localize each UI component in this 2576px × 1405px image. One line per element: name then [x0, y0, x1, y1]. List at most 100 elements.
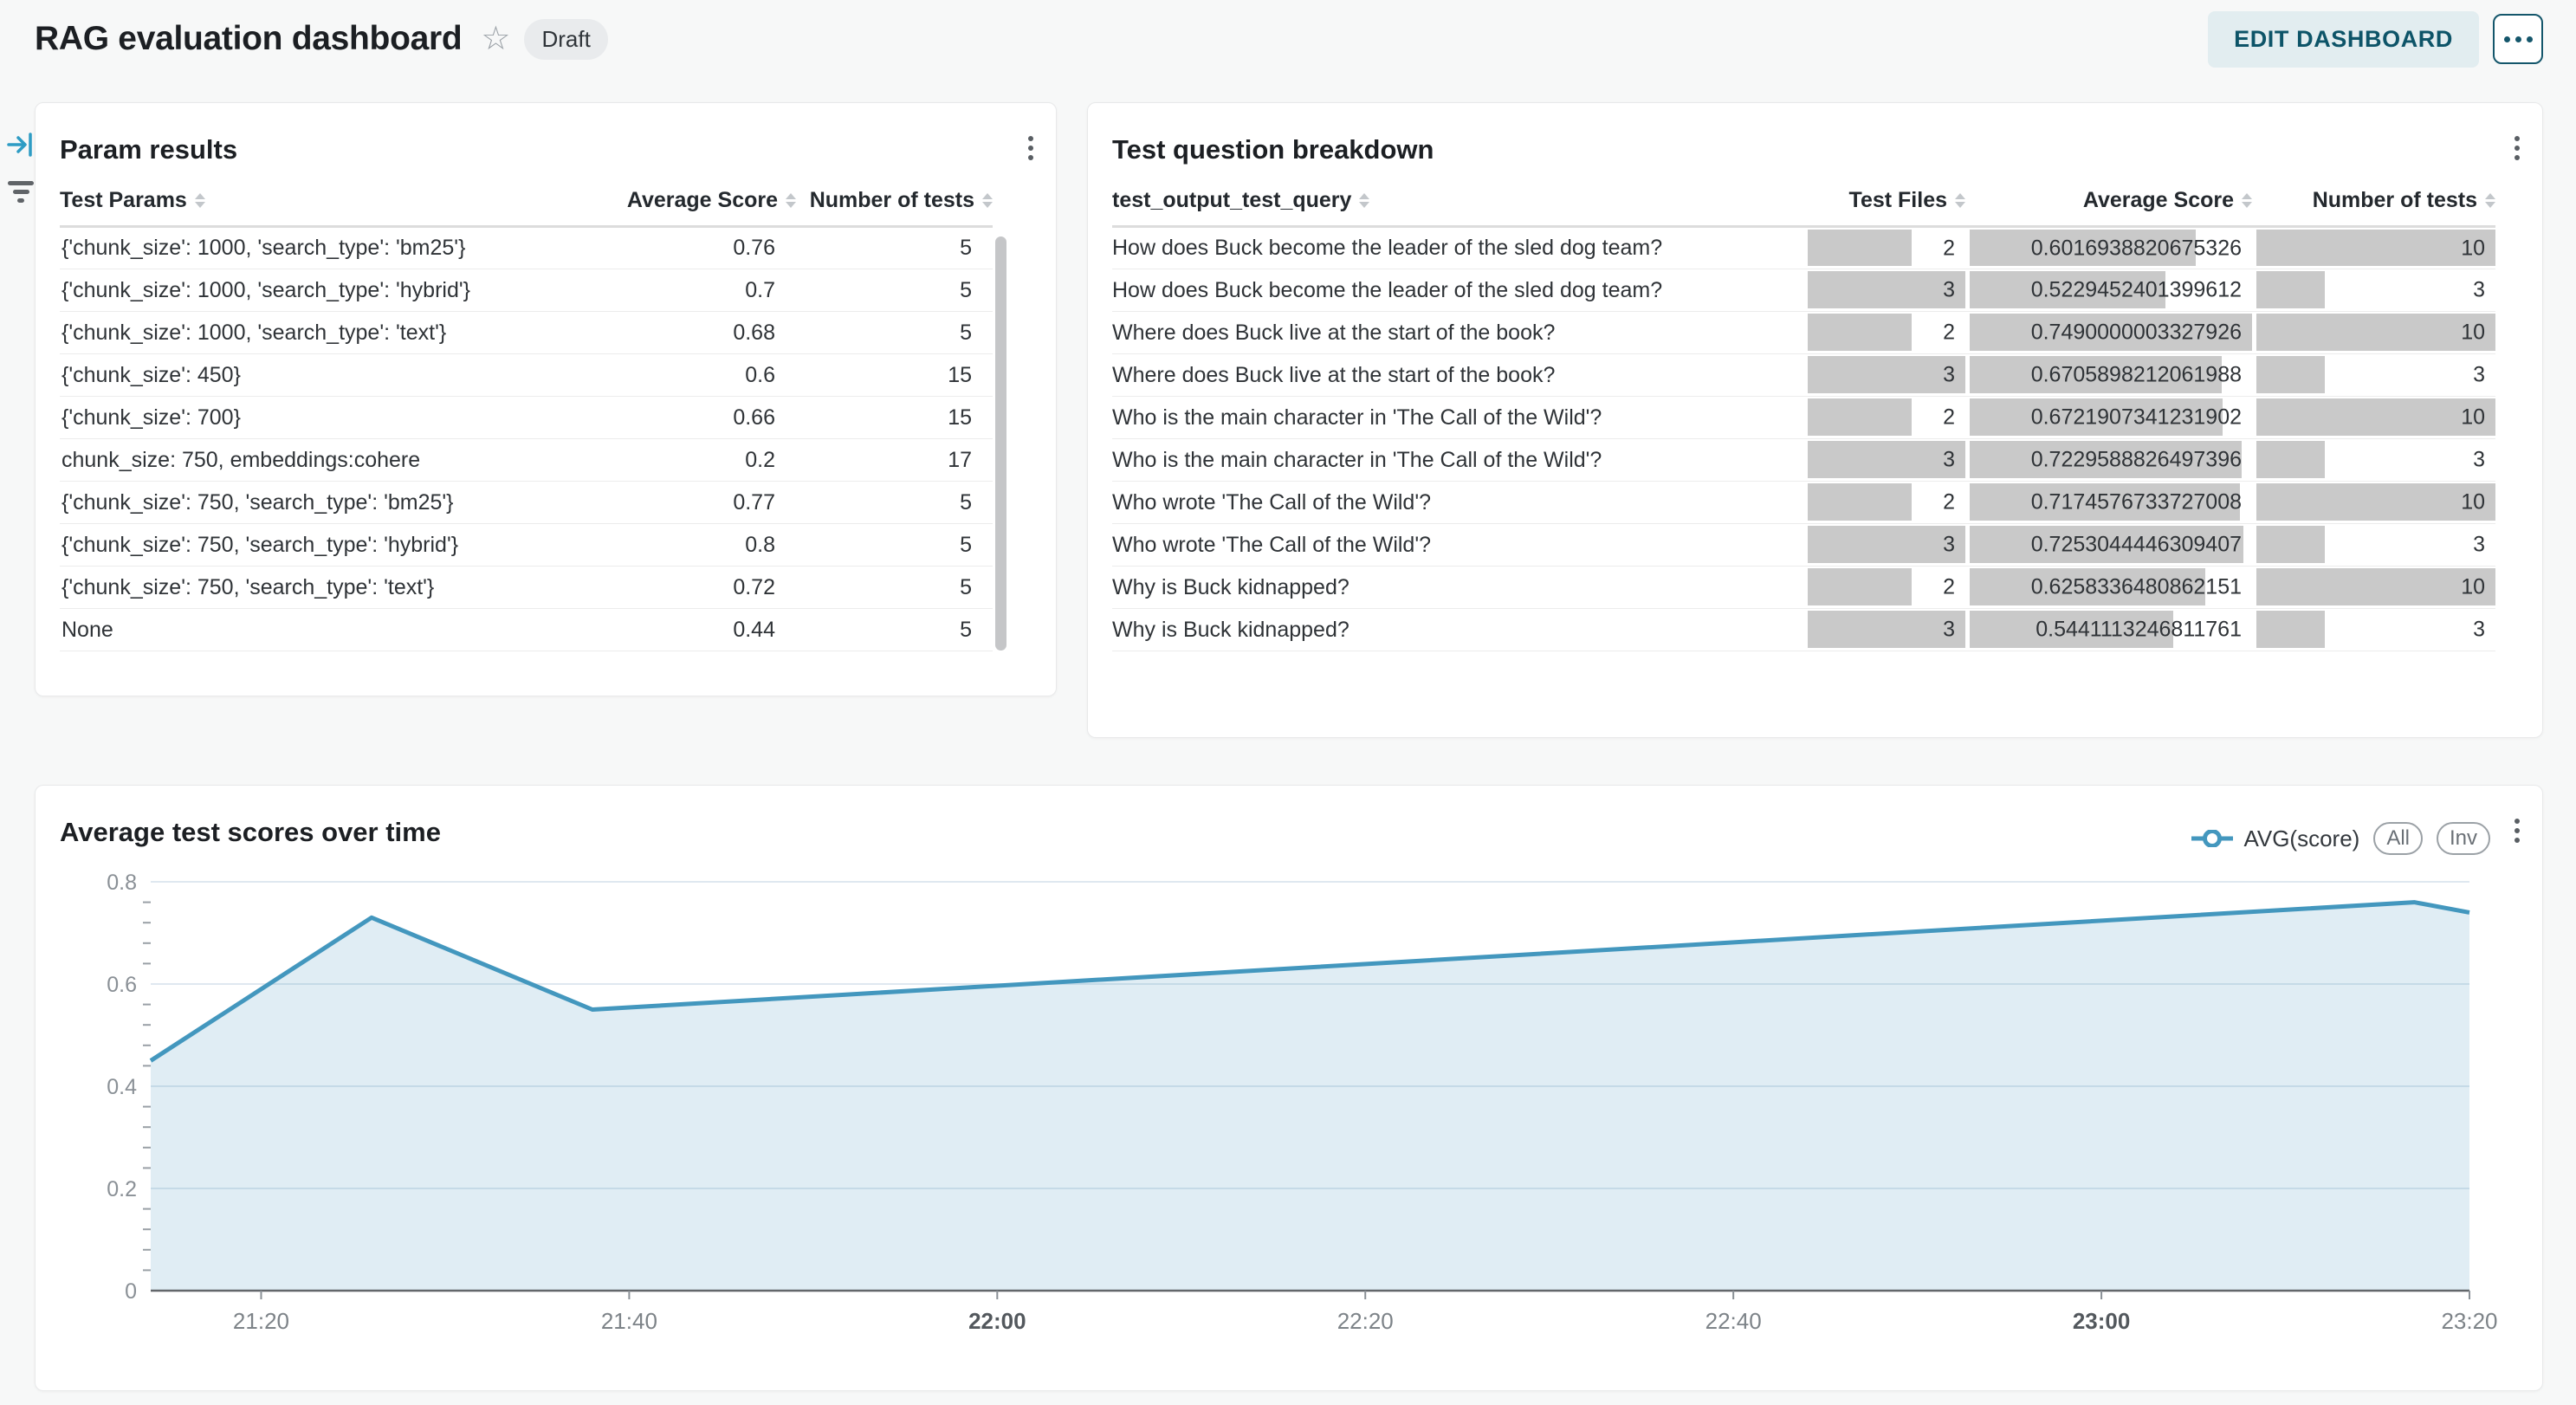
cell-value: 0.6705898212061988 — [2030, 362, 2242, 387]
cell-value: 2 — [1943, 489, 1955, 515]
data-bar — [1970, 230, 2196, 266]
question-breakdown-card: Test question breakdown test_output_test… — [1087, 102, 2543, 738]
cell-query: How does Buck become the leader of the s… — [1112, 226, 1803, 269]
cell-value: 0.5229452401399612 — [2030, 277, 2242, 302]
data-bar — [2256, 398, 2495, 436]
cell-query: Where does Buck live at the start of the… — [1112, 353, 1803, 397]
sort-icon — [1955, 193, 1965, 208]
cell-test-files: 3 — [1803, 608, 1965, 651]
legend-series-toggle[interactable]: AVG(score) — [2191, 826, 2359, 852]
sort-icon — [982, 193, 993, 208]
data-bar — [2256, 526, 2326, 563]
legend-inv-button[interactable]: Inv — [2436, 822, 2490, 855]
card-menu-button[interactable] — [2511, 815, 2523, 846]
cell-average-score: 0.6705898212061988 — [1965, 353, 2252, 397]
cell-value: 3 — [2473, 532, 2485, 557]
cell-number-of-tests: 15 — [796, 396, 993, 439]
ellipsis-icon — [2503, 36, 2533, 42]
data-bar — [1970, 441, 2243, 478]
cell-average-score: 0.76 — [579, 226, 796, 269]
cell-query: Who is the main character in 'The Call o… — [1112, 396, 1803, 439]
cell-test-params: {'chunk_size': 1000, 'search_type': 'bm2… — [60, 226, 579, 269]
data-bar — [2256, 441, 2326, 478]
data-bar — [2256, 483, 2495, 521]
cell-number-of-tests: 3 — [2252, 523, 2495, 567]
scrollbar-thumb[interactable] — [995, 236, 1006, 651]
data-bar — [1808, 398, 1912, 436]
filter-icon — [8, 181, 34, 203]
table-row: Why is Buck kidnapped? 2 0.625833648086215… — [1112, 566, 2495, 609]
data-bar — [2256, 230, 2495, 266]
series-area — [151, 902, 2469, 1291]
cell-number-of-tests: 10 — [2252, 481, 2495, 524]
cell-value: 10 — [2461, 489, 2485, 515]
header-menu-button[interactable] — [2493, 14, 2543, 64]
cell-number-of-tests: 5 — [796, 311, 993, 354]
cell-value: 3 — [1943, 617, 1955, 642]
cell-number-of-tests: 15 — [796, 353, 993, 397]
data-bar — [1970, 611, 2174, 648]
cell-value: 10 — [2461, 405, 2485, 430]
sort-icon — [2485, 193, 2495, 208]
table-header-row: test_output_test_query Test Files Averag… — [1112, 179, 2495, 228]
cell-number-of-tests: 10 — [2252, 566, 2495, 609]
cell-average-score: 0.6 — [579, 353, 796, 397]
column-header-number-of-tests[interactable]: Number of tests — [2252, 179, 2495, 228]
sort-icon — [2242, 193, 2252, 208]
edit-dashboard-button[interactable]: EDIT DASHBOARD — [2208, 10, 2479, 68]
cell-number-of-tests: 5 — [796, 566, 993, 609]
favorite-star-button[interactable]: ☆ — [481, 23, 510, 55]
column-header-average-score[interactable]: Average Score — [579, 179, 796, 228]
cell-number-of-tests: 5 — [796, 523, 993, 567]
cell-average-score: 0.68 — [579, 311, 796, 354]
cell-query: How does Buck become the leader of the s… — [1112, 269, 1803, 312]
column-header-test-files[interactable]: Test Files — [1803, 179, 1965, 228]
x-axis-label: 22:20 — [1337, 1308, 1394, 1334]
cell-average-score: 0.7229588826497396 — [1965, 438, 2252, 482]
cell-number-of-tests: 3 — [2252, 353, 2495, 397]
data-bar — [1970, 483, 2241, 521]
kebab-icon — [2515, 136, 2520, 160]
star-icon: ☆ — [481, 21, 511, 57]
chart-card: Average test scores over time AVG(score)… — [35, 785, 2543, 1391]
column-header-test-params[interactable]: Test Params — [60, 179, 579, 228]
cell-test-params: {'chunk_size': 1000, 'search_type': 'tex… — [60, 311, 579, 354]
cell-test-params: {'chunk_size': 750, 'search_type': 'text… — [60, 566, 579, 609]
data-bar — [1970, 398, 2223, 436]
kebab-icon — [1028, 136, 1033, 160]
table-row: chunk_size: 750, embeddings:cohere 0.2 17 — [60, 438, 993, 482]
expand-panel-button[interactable] — [4, 128, 37, 164]
x-axis-label: 23:00 — [2073, 1308, 2131, 1334]
table-row: Where does Buck live at the start of the… — [1112, 353, 2495, 397]
line-chart: 0 0.2 0.4 0.6 0.8 21:20 21:40 22:00 22:20 22:40 23… — [107, 871, 2497, 1334]
cell-value: 2 — [1943, 236, 1955, 260]
cell-number-of-tests: 3 — [2252, 608, 2495, 651]
cell-average-score: 0.6258336480862151 — [1965, 566, 2252, 609]
cell-number-of-tests: 5 — [796, 269, 993, 312]
card-menu-button[interactable] — [2511, 133, 2523, 164]
legend-all-button[interactable]: All — [2373, 822, 2423, 855]
cell-value: 2 — [1943, 405, 1955, 430]
data-bar — [1970, 568, 2205, 605]
card-menu-button[interactable] — [1025, 133, 1037, 164]
cell-average-score: 0.5441113246811761 — [1965, 608, 2252, 651]
cell-average-score: 0.2 — [579, 438, 796, 482]
cell-average-score: 0.7490000003327926 — [1965, 311, 2252, 354]
column-header-query[interactable]: test_output_test_query — [1112, 179, 1803, 228]
column-header-number-of-tests[interactable]: Number of tests — [796, 179, 993, 228]
cell-value: 3 — [1943, 277, 1955, 302]
cell-value: 0.7229588826497396 — [2030, 447, 2242, 472]
cell-test-files: 2 — [1803, 226, 1965, 269]
table-row: {'chunk_size': 750, 'search_type': 'hybr… — [60, 523, 993, 567]
x-axis-label: 21:20 — [233, 1308, 289, 1334]
cell-value: 0.7174576733727008 — [2030, 489, 2242, 515]
cell-value: 0.7253044446309407 — [2030, 532, 2242, 557]
filter-button[interactable] — [6, 179, 36, 204]
cell-query: Why is Buck kidnapped? — [1112, 566, 1803, 609]
column-header-average-score[interactable]: Average Score — [1965, 179, 2252, 228]
cell-value: 3 — [1943, 532, 1955, 557]
cell-value: 10 — [2461, 320, 2485, 345]
cell-value: 0.6016938820675326 — [2030, 236, 2242, 260]
cell-number-of-tests: 5 — [796, 608, 993, 651]
data-bar — [1970, 271, 2166, 308]
